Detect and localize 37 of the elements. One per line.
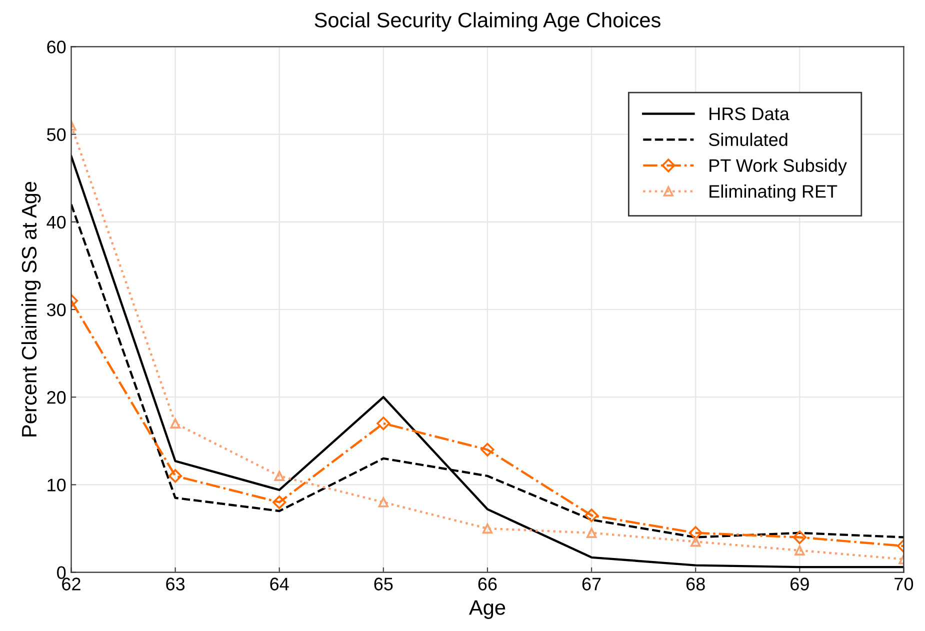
y-tick-label: 40 xyxy=(46,216,66,229)
point xyxy=(272,495,286,510)
point xyxy=(376,416,390,430)
legend-label: PT Work Subsidy xyxy=(710,158,847,176)
x-tick-label: 63 xyxy=(166,578,185,590)
point xyxy=(168,469,182,483)
y-tick-label: 20 xyxy=(47,391,66,404)
legend-label: HRS Data xyxy=(710,107,790,120)
x-tick-label: 66 xyxy=(478,578,497,590)
point xyxy=(480,442,494,456)
point xyxy=(586,528,597,538)
chart-title: Social Security Claiming Age Choices xyxy=(314,12,660,32)
y-tick-label: 0 xyxy=(57,566,66,580)
x-axis-title: Age xyxy=(468,600,506,619)
x-tick-label: 68 xyxy=(686,578,705,590)
point xyxy=(792,530,806,544)
x-tick-label: 70 xyxy=(894,578,914,590)
y-tick-label: 50 xyxy=(47,128,66,142)
y-tick-label: 60 xyxy=(47,40,66,54)
point xyxy=(170,418,180,428)
legend-label: Simulated xyxy=(708,132,788,146)
point xyxy=(690,536,701,547)
x-tick-label: 65 xyxy=(374,578,393,590)
x-tick-label: 64 xyxy=(270,578,289,590)
point xyxy=(794,545,805,556)
x-tick-label: 62 xyxy=(62,578,80,590)
point xyxy=(274,470,284,482)
point xyxy=(688,526,702,540)
y-tick-label: 10 xyxy=(48,478,66,492)
point xyxy=(584,508,598,522)
x-tick-label: 67 xyxy=(582,578,601,590)
legend-label: Eliminating RET xyxy=(710,184,838,202)
y-tick-label: 30 xyxy=(46,303,66,316)
x-tick-label: 69 xyxy=(790,578,809,590)
y-axis-title: Percent Claiming SS at Age xyxy=(21,182,41,436)
point xyxy=(378,497,388,508)
point xyxy=(482,523,493,534)
